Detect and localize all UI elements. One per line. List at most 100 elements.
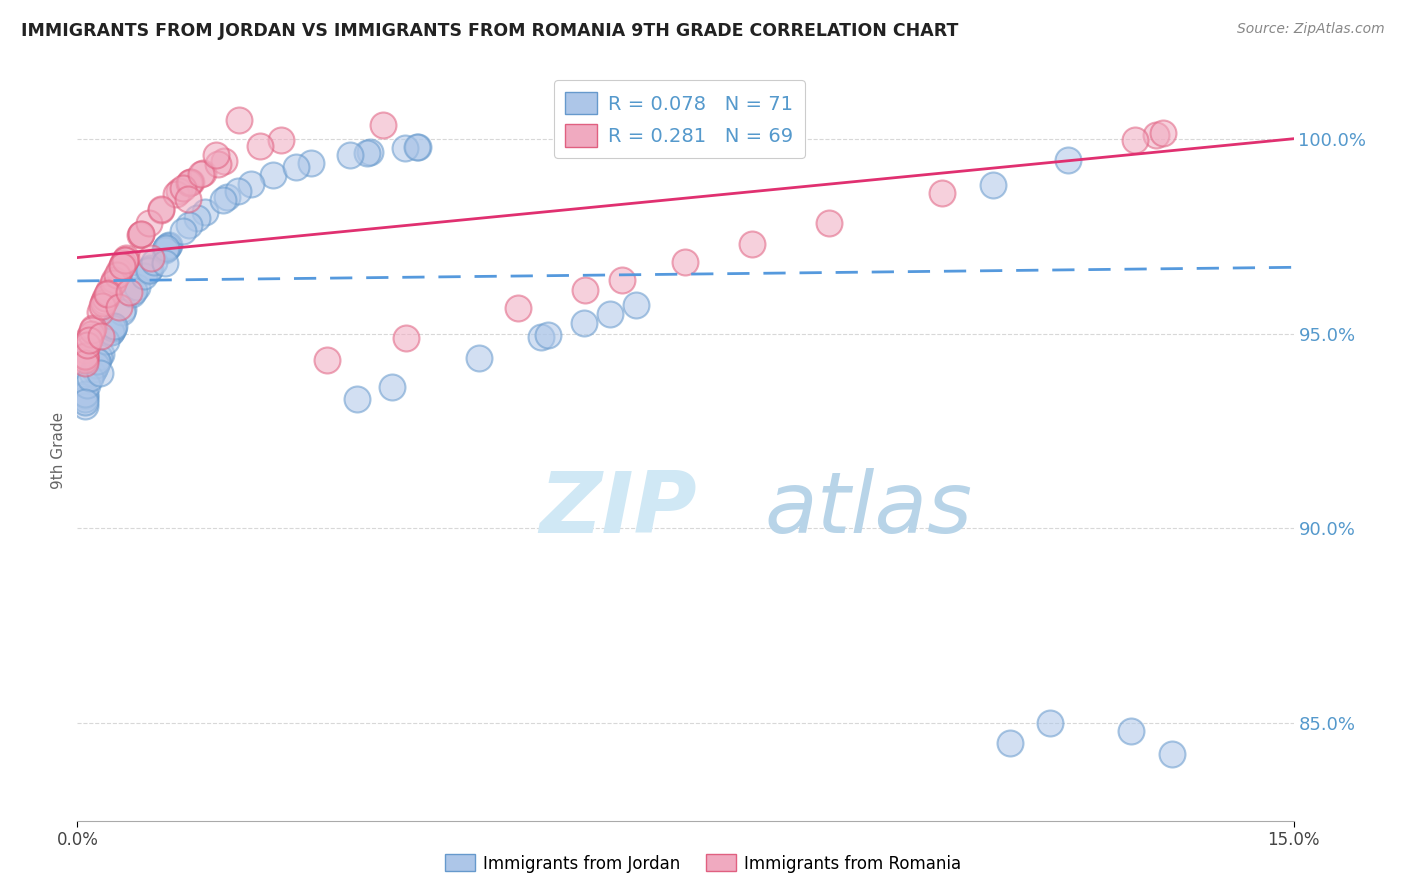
Point <box>75 395 97 409</box>
Point <box>166 186 188 201</box>
Point <box>82 323 104 337</box>
Point <box>97 286 120 301</box>
Point <box>172 181 194 195</box>
Point <box>118 285 141 299</box>
Point <box>91 296 114 310</box>
Point <box>77 333 100 347</box>
Point <box>108 300 131 314</box>
Point <box>194 204 217 219</box>
Point <box>211 193 233 207</box>
Point <box>101 321 124 335</box>
Point <box>139 251 162 265</box>
Point <box>212 153 235 168</box>
Point <box>574 316 596 330</box>
Point <box>136 264 159 278</box>
Point <box>75 386 97 401</box>
Point <box>506 301 529 315</box>
Point <box>373 118 395 132</box>
Point <box>138 261 160 276</box>
Text: IMMIGRANTS FROM JORDAN VS IMMIGRANTS FROM ROMANIA 9TH GRADE CORRELATION CHART: IMMIGRANTS FROM JORDAN VS IMMIGRANTS FRO… <box>21 22 959 40</box>
Point <box>122 285 145 299</box>
Point <box>121 286 143 301</box>
Point <box>207 157 229 171</box>
Point <box>339 148 361 162</box>
Point <box>90 329 112 343</box>
Point <box>94 291 117 305</box>
Text: Source: ZipAtlas.com: Source: ZipAtlas.com <box>1237 22 1385 37</box>
Point <box>180 175 202 189</box>
Point <box>226 184 249 198</box>
Point <box>80 367 103 381</box>
Point <box>75 399 97 413</box>
Point <box>101 321 124 335</box>
Point <box>285 161 308 175</box>
Point <box>1152 126 1174 140</box>
Point <box>191 166 214 180</box>
Point <box>1121 724 1143 739</box>
Point <box>79 371 101 385</box>
Point <box>395 331 418 345</box>
Point <box>93 294 115 309</box>
Point <box>129 227 152 242</box>
Point <box>111 304 134 318</box>
Point <box>599 307 621 321</box>
Point <box>138 217 160 231</box>
Point <box>574 283 596 297</box>
Point <box>101 276 124 290</box>
Point <box>228 112 250 127</box>
Point <box>89 304 111 318</box>
Point <box>115 251 138 265</box>
Point <box>1123 133 1146 147</box>
Point <box>105 268 128 282</box>
Point <box>215 190 238 204</box>
Point <box>89 366 111 380</box>
Point <box>155 256 177 270</box>
Point <box>359 145 381 160</box>
Point <box>75 349 97 363</box>
Point <box>1161 747 1184 762</box>
Point <box>96 287 118 301</box>
Point <box>79 330 101 344</box>
Point <box>86 355 108 369</box>
Point <box>406 140 429 154</box>
Point <box>103 319 125 334</box>
Point <box>177 192 200 206</box>
Point <box>143 255 166 269</box>
Point <box>612 272 634 286</box>
Point <box>179 218 201 232</box>
Point <box>132 269 155 284</box>
Point <box>87 350 110 364</box>
Point <box>1144 128 1167 142</box>
Point <box>75 389 97 403</box>
Point <box>114 253 136 268</box>
Point <box>100 325 122 339</box>
Point <box>83 362 105 376</box>
Point <box>205 148 228 162</box>
Point <box>125 280 148 294</box>
Point <box>818 216 841 230</box>
Point <box>315 352 337 367</box>
Point <box>75 350 97 364</box>
Point <box>529 330 551 344</box>
Point <box>1057 153 1080 167</box>
Point <box>179 175 201 189</box>
Point <box>155 241 177 255</box>
Point <box>240 178 263 192</box>
Point <box>91 299 114 313</box>
Point <box>394 141 416 155</box>
Point <box>167 185 190 199</box>
Point <box>177 177 200 191</box>
Point <box>172 224 194 238</box>
Point <box>98 283 121 297</box>
Point <box>356 145 378 160</box>
Point <box>155 241 177 255</box>
Point <box>75 343 97 358</box>
Point <box>83 362 105 376</box>
Point <box>157 237 180 252</box>
Point <box>90 346 112 360</box>
Legend: R = 0.078   N = 71, R = 0.281   N = 69: R = 0.078 N = 71, R = 0.281 N = 69 <box>554 80 806 158</box>
Text: atlas: atlas <box>765 468 973 551</box>
Point <box>998 736 1021 750</box>
Point <box>249 139 271 153</box>
Point <box>96 334 118 348</box>
